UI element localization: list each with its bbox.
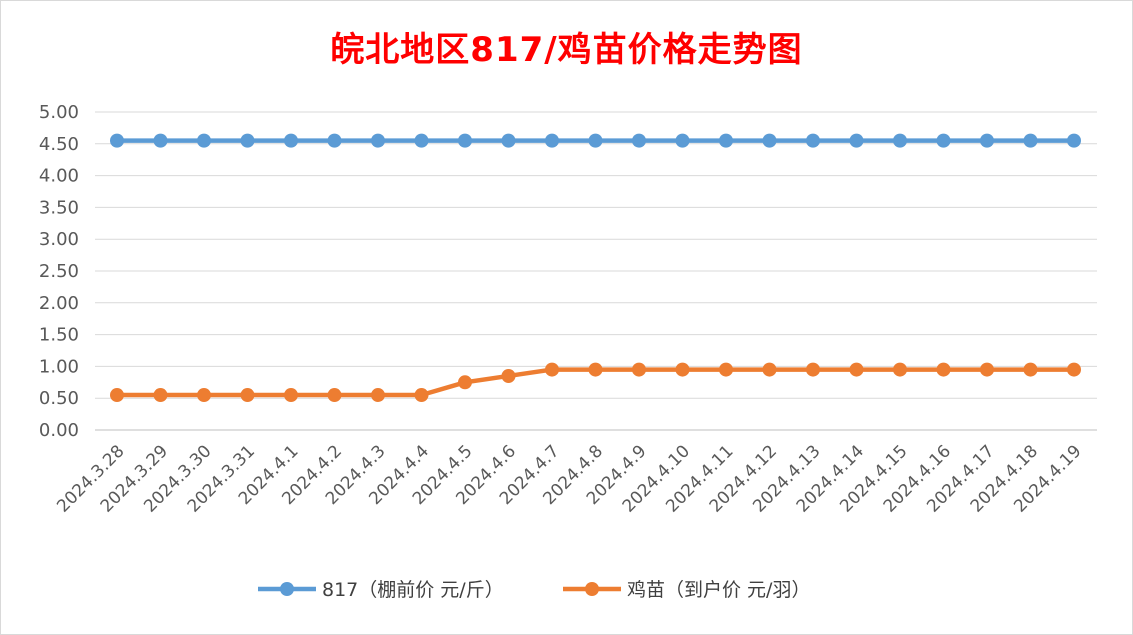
series-1-point	[197, 133, 211, 148]
series-1-point	[762, 133, 777, 148]
y-tick-label: 2.50	[39, 261, 79, 282]
series-1-point	[240, 133, 255, 148]
y-tick-label: 2.00	[39, 293, 79, 314]
series-2-point	[936, 362, 951, 377]
series-2-point	[371, 388, 385, 403]
series-2-point	[806, 362, 820, 377]
series-1-point	[327, 133, 342, 148]
series-2-point	[1067, 362, 1081, 377]
series-2-point	[675, 362, 690, 377]
series-1-point	[588, 133, 603, 148]
series-1-point	[936, 133, 951, 148]
y-tick-label: 3.00	[39, 229, 79, 250]
series-1-point	[1023, 133, 1038, 148]
series-1-point	[414, 133, 429, 148]
series-2-point	[110, 388, 124, 403]
y-tick-label: 0.50	[39, 388, 79, 409]
series-2-point	[414, 388, 429, 403]
y-tick-label: 4.00	[39, 166, 79, 187]
series-group	[110, 133, 1081, 403]
series-1-point	[980, 133, 994, 148]
y-tick-label: 3.50	[39, 197, 79, 218]
legend-label-1: 817（棚前价 元/斤）	[322, 579, 504, 601]
series-2-point	[240, 388, 255, 403]
series-1-point	[545, 133, 559, 148]
y-tick-label: 0.00	[39, 420, 79, 441]
series-1-point	[849, 133, 864, 148]
series-2-point	[327, 388, 342, 403]
series-2-point	[197, 388, 211, 403]
legend: 817（棚前价 元/斤） 鸡苗（到户价 元/羽）	[258, 579, 810, 601]
series-1-point	[458, 133, 472, 148]
chart-title: 皖北地区817/鸡苗价格走势图	[330, 30, 803, 70]
series-2-point	[849, 362, 864, 377]
y-axis-tick-labels: 0.00 0.50 1.00 1.50 2.00 2.50 3.00 3.50 4.00 4.50…	[39, 102, 79, 441]
series-2-point	[284, 388, 298, 403]
series-1-point	[153, 133, 168, 148]
y-tick-label: 1.50	[39, 325, 79, 346]
x-axis-tick-labels: 2024.3.282024.3.292024.3.302024.3.312024…	[53, 441, 1085, 516]
gridlines	[95, 111, 1097, 431]
series-2-point	[153, 388, 168, 403]
series-2-point	[719, 362, 733, 377]
series-2-point	[501, 368, 516, 383]
legend-marker-1	[280, 582, 294, 596]
series-2-point	[762, 362, 777, 377]
series-1-point	[719, 133, 733, 148]
series-1-point	[501, 133, 516, 148]
legend-marker-2	[585, 582, 599, 596]
series-1-point	[675, 133, 690, 148]
y-tick-label: 4.50	[39, 134, 79, 155]
series-1-point	[110, 133, 124, 148]
series-2-point	[1023, 362, 1038, 377]
series-1-point	[806, 133, 820, 148]
series-2-point	[458, 375, 472, 390]
series-2-point	[632, 362, 646, 377]
legend-label-2: 鸡苗（到户价 元/羽）	[627, 579, 810, 601]
series-1-point	[371, 133, 385, 148]
series-2-point	[980, 362, 994, 377]
series-1-point	[893, 133, 907, 148]
series-1-point	[1067, 133, 1081, 148]
y-tick-label: 1.00	[39, 356, 79, 377]
series-1-point	[632, 133, 646, 148]
y-tick-label: 5.00	[39, 102, 79, 123]
series-1-point	[284, 133, 298, 148]
series-2-point	[588, 362, 603, 377]
series-2-point	[893, 362, 907, 377]
series-2-point	[545, 362, 559, 377]
